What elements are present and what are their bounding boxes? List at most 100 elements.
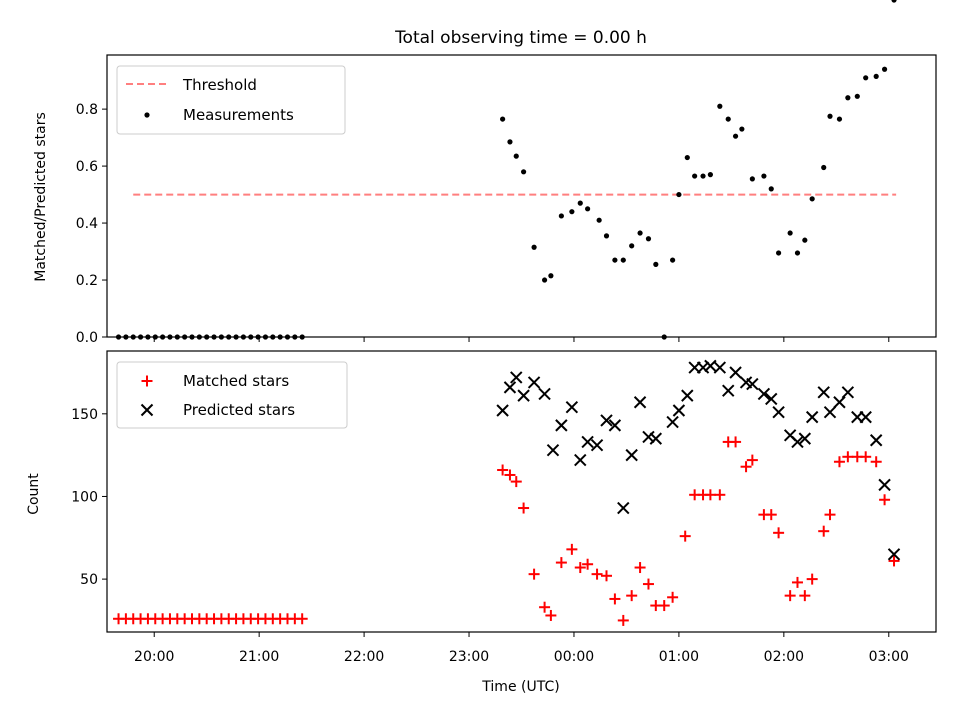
predicted-point (565, 400, 579, 414)
predicted-point (772, 405, 785, 419)
x-tick-label: 03:00 (869, 649, 909, 665)
measurement-point (520, 169, 527, 175)
top-y-tick-label: 0.0 (76, 330, 98, 346)
measurement-point (725, 116, 731, 122)
predicted-point (600, 414, 613, 427)
measurement-point (676, 191, 682, 198)
predicted-point (878, 478, 891, 492)
predicted-point (817, 386, 830, 399)
x-tick-label: 23:00 (449, 649, 489, 665)
top-y-tick-label: 0.4 (76, 216, 98, 232)
x-tick-label: 00:00 (554, 649, 594, 665)
matched-point (609, 593, 621, 605)
matched-point (626, 590, 638, 602)
predicted-point (555, 419, 568, 432)
matched-point (765, 509, 777, 521)
measurement-point (836, 116, 843, 122)
measurement-point (577, 200, 583, 206)
measurement-point (548, 273, 554, 279)
predicted-point (765, 392, 778, 406)
x-tick-label: 21:00 (239, 649, 279, 665)
predicted-point (496, 404, 509, 417)
measurement-point (700, 173, 706, 179)
predicted-point (722, 384, 735, 397)
predicted-point (608, 419, 622, 432)
matched-legend-label: Matched stars (183, 372, 289, 390)
predicted-point (841, 386, 855, 399)
measurement-point (881, 66, 888, 72)
threshold-legend-label: Threshold (182, 76, 257, 94)
x-tick-label: 02:00 (764, 649, 804, 665)
measurement-point (732, 133, 739, 139)
bottom-legend: Matched stars Predicted stars (116, 361, 348, 429)
predicted-point (833, 396, 846, 409)
predicted-point (625, 448, 638, 462)
predicted-point (574, 453, 587, 467)
matched-point (600, 570, 612, 582)
measurement-point (603, 233, 610, 239)
matched-point (860, 451, 872, 463)
measurement-point (802, 237, 808, 243)
matched-point (746, 454, 758, 466)
predicted-point (823, 405, 837, 419)
measurement-point (863, 75, 869, 81)
matched-point (617, 614, 629, 626)
top-y-tick-label: 0.6 (76, 159, 98, 175)
measurement-point (596, 217, 602, 223)
measurement-point (670, 257, 676, 263)
matched-point (296, 613, 308, 625)
matched-point (773, 527, 785, 539)
matched-point (740, 461, 752, 473)
measurement-point (707, 172, 713, 178)
measurement-point (645, 236, 652, 242)
matched-point (667, 591, 679, 603)
measurement-point (821, 164, 827, 171)
predicted-point (527, 376, 541, 389)
measurement-point (749, 176, 755, 182)
matched-point (574, 562, 586, 574)
predicted-point (729, 366, 742, 379)
measurement-point (761, 173, 767, 179)
matched-point (791, 576, 803, 588)
x-tick-label: 22:00 (344, 649, 384, 665)
matched-point (730, 436, 742, 448)
measurement-point (794, 250, 801, 256)
matched-point (704, 489, 716, 501)
matched-point (714, 489, 726, 501)
measurement-point (717, 103, 723, 109)
measurement-point (513, 153, 519, 159)
bottom-y-tick-label: 150 (71, 407, 98, 423)
measurement-point (684, 154, 690, 161)
top-axes-frame (106, 54, 937, 338)
top-legend-box (116, 65, 346, 135)
predicted-point (696, 361, 710, 374)
predicted-point (757, 387, 771, 401)
matched-point (870, 456, 882, 468)
matched-point (582, 558, 594, 570)
predicted-point (704, 359, 717, 373)
matched-point (888, 555, 900, 567)
matched-point (591, 568, 603, 580)
x-axis-label: Time (UTC) (481, 679, 559, 695)
matched-point (658, 600, 670, 612)
predicted-point (798, 432, 812, 445)
predicted-point (590, 439, 604, 452)
matched-point (504, 469, 516, 481)
predicted-point (681, 389, 694, 402)
bottom-panel: 50 100 150 20:00 21:00 22:00 23:00 00:00 01:00 02… (71, 350, 937, 665)
matched-point (679, 530, 691, 542)
matched-point (784, 590, 796, 602)
top-panel: 0.0 0.2 0.4 0.6 0.8 Threshold Measurements (76, 0, 937, 346)
matched-point (642, 578, 654, 590)
predicted-point (538, 387, 551, 401)
measurement-point (809, 196, 815, 202)
bottom-legend-box (116, 361, 348, 429)
matched-point (824, 509, 836, 521)
bottom-y-tick-label: 50 (80, 572, 98, 588)
matched-point (566, 543, 578, 555)
measurements-legend-swatch (144, 112, 150, 118)
measurement-point (768, 186, 774, 192)
predicted-point (633, 396, 647, 409)
